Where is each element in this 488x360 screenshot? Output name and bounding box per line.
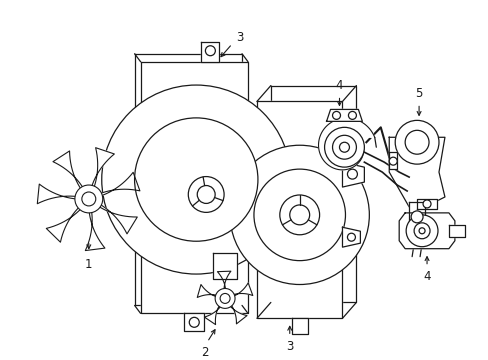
- Circle shape: [418, 228, 424, 234]
- Polygon shape: [416, 199, 436, 209]
- Circle shape: [279, 195, 319, 235]
- Circle shape: [197, 185, 215, 203]
- Polygon shape: [89, 199, 137, 234]
- Polygon shape: [270, 86, 356, 302]
- Circle shape: [339, 142, 349, 152]
- Polygon shape: [318, 118, 374, 170]
- Circle shape: [413, 223, 429, 239]
- Circle shape: [422, 200, 430, 208]
- Circle shape: [405, 130, 428, 154]
- Polygon shape: [448, 225, 464, 237]
- Polygon shape: [201, 42, 219, 62]
- Polygon shape: [388, 137, 444, 207]
- Polygon shape: [342, 227, 360, 247]
- Circle shape: [102, 85, 290, 274]
- Text: 2: 2: [201, 346, 208, 359]
- Polygon shape: [256, 102, 342, 318]
- Circle shape: [205, 46, 215, 56]
- Polygon shape: [89, 148, 114, 199]
- Polygon shape: [204, 298, 224, 325]
- Circle shape: [230, 145, 368, 284]
- Polygon shape: [46, 199, 89, 242]
- Circle shape: [324, 127, 364, 167]
- Circle shape: [220, 293, 230, 303]
- Circle shape: [75, 185, 102, 213]
- Polygon shape: [140, 62, 247, 313]
- Polygon shape: [224, 298, 246, 324]
- Polygon shape: [213, 253, 237, 279]
- Text: 1: 1: [85, 258, 92, 271]
- Polygon shape: [85, 199, 105, 251]
- Polygon shape: [408, 202, 424, 225]
- Circle shape: [394, 120, 438, 164]
- Polygon shape: [37, 184, 89, 204]
- Text: 5: 5: [414, 87, 422, 100]
- Polygon shape: [53, 151, 89, 199]
- Polygon shape: [184, 313, 204, 331]
- Polygon shape: [217, 271, 230, 298]
- Polygon shape: [197, 284, 224, 298]
- Polygon shape: [326, 109, 362, 121]
- Polygon shape: [388, 152, 396, 169]
- Circle shape: [332, 135, 356, 159]
- Circle shape: [81, 192, 96, 206]
- Circle shape: [332, 111, 340, 120]
- Circle shape: [347, 233, 355, 241]
- Circle shape: [388, 157, 396, 165]
- Polygon shape: [134, 54, 242, 305]
- Circle shape: [215, 288, 235, 309]
- Circle shape: [406, 215, 437, 247]
- Circle shape: [134, 118, 257, 241]
- Circle shape: [188, 176, 224, 212]
- Circle shape: [189, 317, 199, 327]
- Circle shape: [289, 205, 309, 225]
- Polygon shape: [224, 283, 252, 298]
- Text: 3: 3: [236, 31, 244, 44]
- Text: 4: 4: [423, 270, 430, 283]
- Circle shape: [410, 211, 422, 223]
- Circle shape: [348, 111, 356, 120]
- Polygon shape: [342, 162, 364, 187]
- Text: 4: 4: [335, 79, 343, 92]
- Circle shape: [253, 169, 345, 261]
- Polygon shape: [291, 318, 307, 334]
- Polygon shape: [89, 172, 140, 199]
- Text: 3: 3: [285, 340, 293, 353]
- Circle shape: [347, 169, 357, 179]
- Polygon shape: [398, 213, 454, 249]
